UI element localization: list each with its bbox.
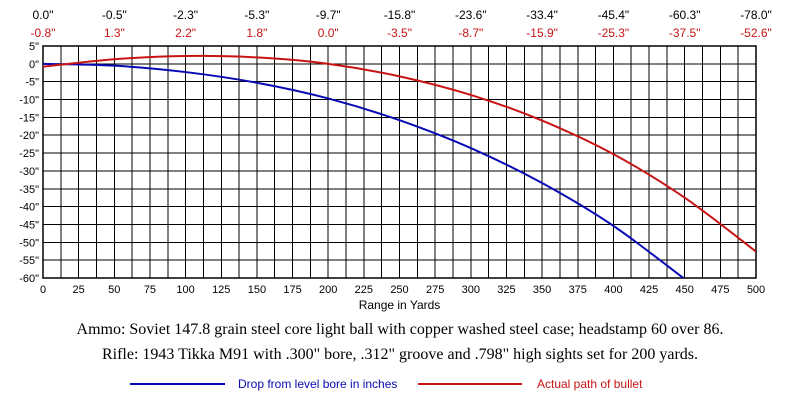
grid bbox=[42, 45, 757, 279]
top-path-label: -3.5" bbox=[387, 26, 412, 40]
top-path-label: -15.9" bbox=[526, 26, 558, 40]
y-tick-label: -20" bbox=[19, 130, 39, 142]
x-tick-label: 425 bbox=[640, 284, 658, 296]
legend-path-label: Actual path of bullet bbox=[537, 377, 643, 391]
plot-frame bbox=[42, 45, 757, 279]
x-tick-label: 300 bbox=[462, 284, 480, 296]
top-drop-label: -33.4" bbox=[526, 8, 558, 22]
legend-drop-label: Drop from level bore in inches bbox=[238, 377, 397, 391]
y-tick-label: -55" bbox=[19, 255, 39, 267]
top-path-label: -37.5" bbox=[669, 26, 701, 40]
x-tick-label: 75 bbox=[144, 284, 156, 296]
x-tick-label: 100 bbox=[176, 284, 194, 296]
x-tick-label: 200 bbox=[319, 284, 337, 296]
y-tick-label: -25" bbox=[19, 148, 39, 160]
top-path-label: -52.6" bbox=[740, 26, 772, 40]
x-axis-label: Range in Yards bbox=[359, 298, 441, 312]
top-drop-label: -45.4" bbox=[598, 8, 630, 22]
x-tick-label: 250 bbox=[390, 284, 408, 296]
x-tick-label: 25 bbox=[73, 284, 85, 296]
top-drop-label: -2.3" bbox=[173, 8, 198, 22]
x-tick-label: 500 bbox=[747, 284, 765, 296]
x-tick-label: 150 bbox=[248, 284, 266, 296]
y-tick-label: -15" bbox=[19, 112, 39, 124]
top-path-label: -8.7" bbox=[458, 26, 483, 40]
x-tick-label: 475 bbox=[711, 284, 729, 296]
top-path-label: 2.2" bbox=[175, 26, 196, 40]
top-drop-label: -15.8" bbox=[384, 8, 416, 22]
top-drop-label: -60.3" bbox=[669, 8, 701, 22]
x-tick-label: 400 bbox=[604, 284, 622, 296]
rifle-caption: Rifle: 1943 Tikka M91 with .300" bore, .… bbox=[101, 346, 698, 363]
x-tick-label: 375 bbox=[569, 284, 587, 296]
x-tick-label: 0 bbox=[40, 284, 46, 296]
y-tick-label: -60" bbox=[19, 273, 39, 285]
top-drop-label: -5.3" bbox=[244, 8, 269, 22]
top-path-label: -0.8" bbox=[31, 26, 56, 40]
ammo-caption: Ammo: Soviet 147.8 grain steel core ligh… bbox=[76, 321, 724, 338]
top-drop-label: -78.0" bbox=[740, 8, 772, 22]
x-tick-label: 225 bbox=[355, 284, 373, 296]
top-path-label: -25.3" bbox=[598, 26, 630, 40]
top-path-label: 1.3" bbox=[104, 26, 125, 40]
y-tick-label: 5" bbox=[29, 41, 39, 53]
y-tick-label: -35" bbox=[19, 184, 39, 196]
x-tick-label: 175 bbox=[283, 284, 301, 296]
top-drop-label: 0.0" bbox=[33, 8, 54, 22]
top-drop-label: -9.7" bbox=[316, 8, 341, 22]
y-tick-label: -30" bbox=[19, 166, 39, 178]
x-tick-label: 450 bbox=[676, 284, 694, 296]
y-tick-label: -10" bbox=[19, 95, 39, 107]
x-tick-label: 50 bbox=[108, 284, 120, 296]
top-drop-label: -0.5" bbox=[102, 8, 127, 22]
y-tick-label: -5" bbox=[25, 77, 39, 89]
y-tick-label: 0" bbox=[29, 59, 39, 71]
top-path-label: 1.8" bbox=[246, 26, 267, 40]
drop-series-line bbox=[43, 62, 685, 278]
x-tick-label: 325 bbox=[497, 284, 515, 296]
top-path-label: 0.0" bbox=[318, 26, 339, 40]
y-tick-label: -40" bbox=[19, 202, 39, 214]
path-series-line bbox=[43, 54, 756, 253]
top-drop-label: -23.6" bbox=[455, 8, 487, 22]
y-tick-label: -45" bbox=[19, 219, 39, 231]
x-tick-label: 125 bbox=[212, 284, 230, 296]
y-tick-label: -50" bbox=[19, 237, 39, 249]
x-tick-label: 275 bbox=[426, 284, 444, 296]
x-tick-label: 350 bbox=[533, 284, 551, 296]
